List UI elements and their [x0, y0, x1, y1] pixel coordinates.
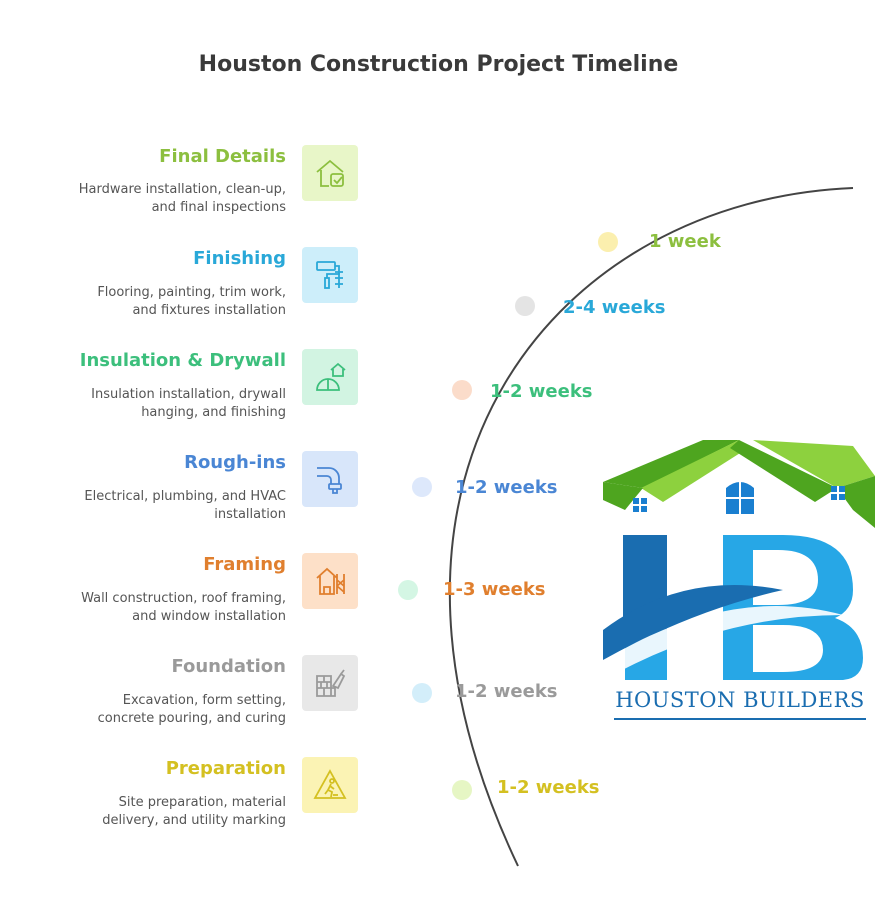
stage-title: Rough-ins [184, 452, 286, 473]
page-title: Houston Construction Project Timeline [198, 52, 679, 77]
paint-roller-icon [302, 247, 358, 303]
timeline-dot [598, 232, 618, 252]
stage-description: Excavation, form setting, concrete pourin… [97, 693, 286, 726]
pipe-icon [302, 451, 358, 507]
helmet-house-icon [302, 349, 358, 405]
stage-duration: 1-2 weeks [455, 477, 558, 498]
logo-text: HOUSTON BUILDERS [615, 688, 865, 712]
stage-description: Insulation installation, drywall hanging,… [91, 387, 286, 420]
stage-duration: 1-2 weeks [455, 681, 558, 702]
stage-duration: 2-4 weeks [563, 297, 666, 318]
scaffold-house-icon [302, 553, 358, 609]
stage-title: Framing [203, 554, 286, 575]
stage-title: Final Details [159, 146, 286, 167]
stage-duration: 1 week [649, 231, 721, 252]
stage-title: Insulation & Drywall [79, 350, 286, 371]
stage-duration: 1-2 weeks [497, 777, 600, 798]
stage-description: Hardware installation, clean-up, and fina… [78, 182, 286, 215]
stage-description: Flooring, painting, trim work, and fixtur… [97, 285, 286, 318]
stage-duration: 1-2 weeks [490, 381, 593, 402]
stage-description: Wall construction, roof framing, and wind… [81, 591, 286, 624]
logo-underline [614, 718, 866, 720]
stage-duration: 1-3 weeks [443, 579, 546, 600]
houston-builders-logo [603, 440, 875, 680]
timeline-dot [398, 580, 418, 600]
timeline-dot [412, 683, 432, 703]
stage-title: Foundation [171, 656, 286, 677]
stage-title: Preparation [165, 758, 286, 779]
house-check-icon [302, 145, 358, 201]
brick-trowel-icon [302, 655, 358, 711]
worker-sign-icon [302, 757, 358, 813]
timeline-dot [452, 780, 472, 800]
timeline-dot [452, 380, 472, 400]
stage-description: Electrical, plumbing, and HVAC installati… [84, 489, 286, 522]
timeline-dot [412, 477, 432, 497]
timeline-dot [515, 296, 535, 316]
stage-description: Site preparation, material delivery, and … [102, 795, 286, 828]
stage-title: Finishing [193, 248, 286, 269]
